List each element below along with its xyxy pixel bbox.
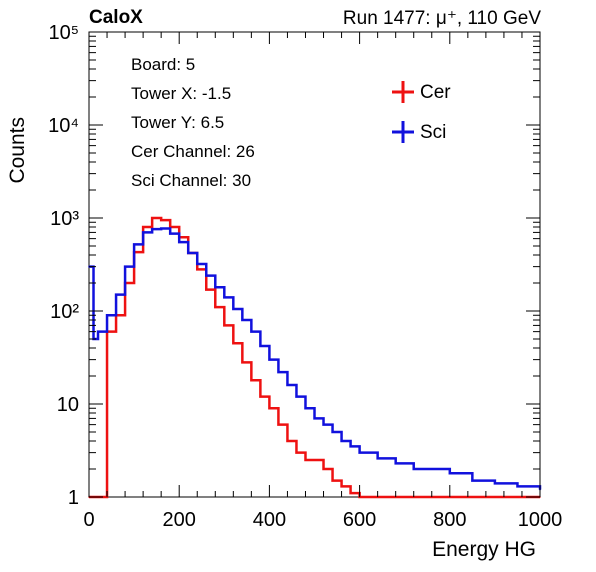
y-axis-label: Counts xyxy=(6,117,29,184)
data-point xyxy=(187,252,190,254)
x-tick-label: 400 xyxy=(253,509,286,531)
data-point xyxy=(331,431,334,433)
info-tower-y: Tower Y: 6.5 xyxy=(131,113,225,132)
data-point xyxy=(286,440,289,442)
y-tick-label: 10² xyxy=(50,301,79,323)
x-tick-label: 1000 xyxy=(518,509,563,531)
data-point xyxy=(349,492,352,494)
data-point xyxy=(295,395,298,398)
data-point xyxy=(241,319,244,321)
data-point xyxy=(358,451,361,454)
series-line-sci xyxy=(89,227,542,490)
data-point xyxy=(232,308,235,310)
legend-cer-marker xyxy=(392,81,414,103)
data-point xyxy=(304,407,307,410)
data-point xyxy=(133,243,135,246)
plot-frame xyxy=(88,31,541,498)
x-tick-label: 600 xyxy=(343,509,376,531)
data-point xyxy=(471,496,474,498)
y-tick-label: 1 xyxy=(68,487,79,509)
data-point xyxy=(349,445,352,448)
legend: Cer Sci xyxy=(392,81,451,143)
data-point xyxy=(313,459,316,461)
x-tick-label: 800 xyxy=(433,509,466,531)
data-point xyxy=(340,440,343,442)
data-point xyxy=(331,479,334,482)
data-point xyxy=(169,232,171,235)
data-point xyxy=(205,288,208,291)
y-tick-label: 10³ xyxy=(50,208,79,230)
data-point xyxy=(322,468,325,470)
data-point xyxy=(516,485,519,488)
y-tick-label: 10⁵ xyxy=(48,22,79,44)
data-point xyxy=(304,459,307,461)
caption-right: Run 1477: μ⁺, 110 GeV xyxy=(342,8,541,29)
data-point xyxy=(494,482,496,485)
data-point xyxy=(268,407,271,410)
caption-left: CaloX xyxy=(89,7,143,28)
data-point xyxy=(214,306,217,308)
data-point xyxy=(151,217,153,219)
data-point xyxy=(313,417,316,420)
data-point xyxy=(250,379,253,382)
data-point xyxy=(286,384,289,386)
data-point xyxy=(412,468,415,470)
data-point xyxy=(223,324,226,327)
series-line-cer xyxy=(89,216,540,499)
data-point xyxy=(430,468,433,470)
data-point xyxy=(160,219,162,221)
y-tick-label: 10 xyxy=(57,394,79,416)
legend-sci-marker xyxy=(392,121,414,143)
data-point xyxy=(160,227,162,230)
data-point xyxy=(97,330,99,333)
y-axis-ticks: 1 10 10² 10³ 10⁴ 10⁵ xyxy=(48,22,540,509)
legend-sci-label: Sci xyxy=(420,122,446,143)
data-point xyxy=(151,228,153,230)
data-point xyxy=(205,274,208,277)
x-axis-label: Energy HG xyxy=(432,538,536,561)
data-point xyxy=(124,265,126,268)
data-point xyxy=(178,241,180,243)
data-point xyxy=(394,462,397,465)
data-point xyxy=(250,330,253,333)
data-point xyxy=(142,231,144,234)
data-point xyxy=(376,457,379,460)
data-point xyxy=(142,226,144,228)
data-point xyxy=(196,263,199,265)
data-point xyxy=(295,451,298,454)
data-point xyxy=(232,342,235,345)
data-point xyxy=(494,496,496,498)
data-point xyxy=(259,345,262,347)
data-point xyxy=(449,472,451,475)
data-point xyxy=(214,286,217,289)
x-tick-label: 200 xyxy=(163,509,196,531)
data-point xyxy=(516,496,519,498)
sci-series xyxy=(88,227,542,491)
x-tick-label: 0 xyxy=(83,509,94,531)
legend-cer-label: Cer xyxy=(420,82,451,103)
data-point xyxy=(241,361,244,364)
data-point xyxy=(471,479,474,482)
data-point xyxy=(196,268,199,271)
x-axis-ticks: 0 200 400 600 800 1000 xyxy=(83,32,562,531)
info-tower-x: Tower X: -1.5 xyxy=(131,84,232,103)
data-point xyxy=(322,423,325,426)
cer-series xyxy=(88,216,541,499)
y-tick-label: 10⁴ xyxy=(48,115,79,137)
data-point xyxy=(268,358,271,361)
data-point xyxy=(106,314,108,317)
info-sci-channel: Sci Channel: 30 xyxy=(131,171,252,190)
data-point xyxy=(340,485,343,488)
data-point xyxy=(259,395,262,398)
data-point xyxy=(115,293,117,296)
data-point xyxy=(277,371,280,373)
data-point xyxy=(223,296,226,299)
info-cer-channel: Cer Channel: 26 xyxy=(131,142,255,161)
data-point xyxy=(277,423,280,426)
info-board: Board: 5 xyxy=(131,55,196,74)
